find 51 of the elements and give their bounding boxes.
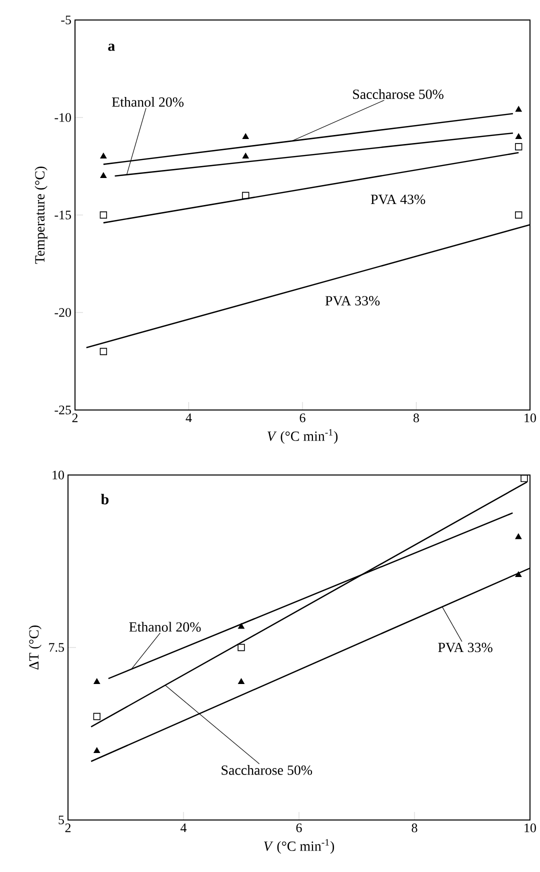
point — [93, 712, 101, 720]
x-axis-title: V (°C min$^{-1}$) — [264, 839, 334, 854]
point — [515, 571, 522, 578]
y-tick-label: 7.5 — [49, 643, 64, 652]
point — [100, 172, 107, 178]
point — [516, 106, 522, 112]
point — [515, 534, 522, 540]
point — [238, 678, 245, 684]
point — [238, 623, 245, 629]
point — [515, 211, 522, 219]
point — [520, 474, 528, 482]
y-axis-title: Temperature (°C) — [34, 166, 48, 264]
point — [238, 644, 245, 652]
point — [242, 133, 249, 139]
x-axis-title: V (°C min$^{-1}$) — [268, 429, 338, 444]
point — [94, 678, 100, 684]
x-tick-label: 10 — [524, 414, 536, 422]
text: PVA 33% — [438, 642, 493, 652]
y-tick-label: 5 — [58, 816, 64, 824]
point — [100, 211, 108, 219]
point — [100, 348, 108, 356]
x-tick-label: 2 — [65, 824, 71, 832]
point — [100, 152, 107, 158]
text: Ethanol 20% — [112, 96, 184, 107]
text: Saccharose 50% — [222, 765, 312, 775]
point — [242, 152, 249, 158]
annotation: a — [108, 44, 116, 51]
x-tick-label: 6 — [300, 414, 306, 422]
series-label: PVA 33% — [325, 296, 380, 306]
x-tick-label: 8 — [412, 824, 418, 832]
y-tick-label: -15 — [54, 210, 72, 220]
y-tick-label: -25 — [54, 406, 72, 414]
y-tick-label: -5 — [61, 16, 72, 24]
series-label: Saccharose 50% — [353, 89, 444, 100]
series-label: Ethanol 20% — [129, 622, 201, 632]
x-tick-label: 4 — [180, 824, 187, 832]
x-tick-label: 2 — [72, 414, 78, 422]
y-tick-label: -10 — [54, 113, 72, 122]
annotation: b — [101, 494, 109, 504]
point — [242, 192, 250, 200]
y-axis-title: ΔT (°C) — [28, 626, 42, 670]
point — [516, 133, 522, 139]
x-tick-label: 6 — [296, 824, 302, 832]
x-tick-label: 8 — [414, 414, 420, 422]
y-tick-label: 10 — [52, 470, 64, 480]
x-tick-label: 10 — [524, 824, 536, 832]
point — [515, 143, 522, 150]
y-tick-label: -20 — [54, 308, 72, 317]
x-tick-label: 4 — [186, 414, 192, 422]
point — [94, 747, 100, 753]
series-label: PVA 43% — [370, 194, 426, 204]
